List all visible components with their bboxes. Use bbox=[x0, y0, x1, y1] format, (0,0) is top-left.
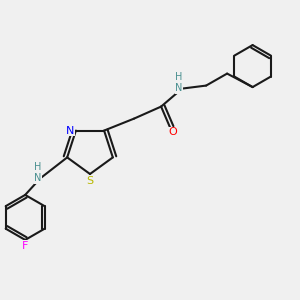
Text: F: F bbox=[22, 241, 28, 251]
Text: H
N: H N bbox=[176, 72, 183, 93]
Text: N: N bbox=[66, 126, 74, 136]
Text: S: S bbox=[86, 176, 94, 187]
Text: H
N: H N bbox=[34, 162, 42, 183]
Text: O: O bbox=[169, 127, 178, 137]
